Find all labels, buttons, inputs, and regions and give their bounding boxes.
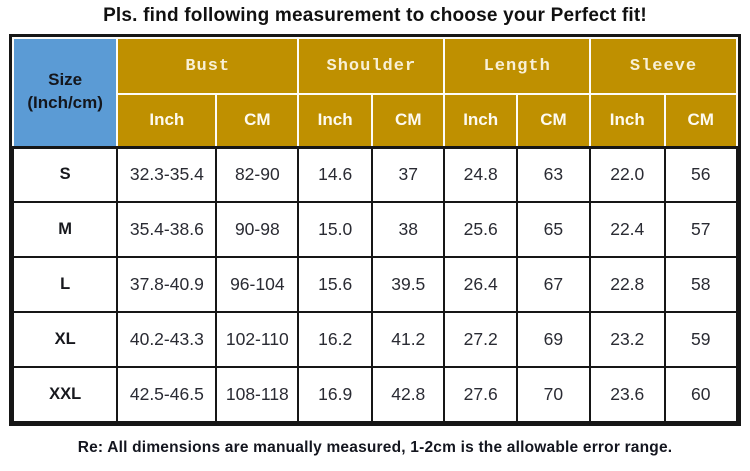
cell-shoulder-inch: 16.2 bbox=[297, 311, 374, 368]
subheader-sleeve-inch: Inch bbox=[588, 93, 666, 149]
cell-shoulder-cm: 41.2 bbox=[371, 311, 446, 368]
column-group-length-label: Length bbox=[483, 56, 551, 76]
cell-sleeve-cm: 59 bbox=[663, 311, 739, 368]
cell-sleeve-inch: 22.0 bbox=[588, 146, 666, 203]
subheader-shoulder-cm: CM bbox=[371, 93, 446, 149]
cell-sleeve-inch: 23.2 bbox=[588, 311, 666, 368]
table-row-m: M 35.4-38.6 90-98 15.0 38 25.6 65 22.4 5… bbox=[11, 201, 739, 258]
table-row-s: S 32.3-35.4 82-90 14.6 37 24.8 63 22.0 5… bbox=[11, 146, 739, 203]
cell-sleeve-inch: 23.6 bbox=[588, 366, 666, 423]
footer-note: Re: All dimensions are manually measured… bbox=[77, 439, 673, 456]
cell-sleeve-cm: 56 bbox=[663, 146, 739, 203]
cell-shoulder-cm: 42.8 bbox=[371, 366, 446, 423]
size-header-line2: (Inch/cm) bbox=[27, 93, 103, 113]
cell-bust-inch: 32.3-35.4 bbox=[116, 146, 218, 203]
column-group-shoulder-label: Shoulder bbox=[326, 56, 417, 76]
cell-length-cm: 69 bbox=[515, 311, 591, 368]
cell-bust-inch: 40.2-43.3 bbox=[116, 311, 218, 368]
cell-shoulder-cm: 38 bbox=[371, 201, 446, 258]
column-group-shoulder: Shoulder bbox=[297, 37, 446, 95]
cell-length-inch: 27.2 bbox=[443, 311, 518, 368]
cell-bust-inch: 35.4-38.6 bbox=[116, 201, 218, 258]
subheader-bust-inch: Inch bbox=[116, 93, 218, 149]
size-label: L bbox=[11, 256, 119, 313]
cell-shoulder-cm: 39.5 bbox=[371, 256, 446, 313]
cell-length-cm: 63 bbox=[515, 146, 591, 203]
cell-sleeve-cm: 58 bbox=[663, 256, 739, 313]
cell-shoulder-inch: 16.9 bbox=[297, 366, 374, 423]
cell-shoulder-inch: 15.6 bbox=[297, 256, 374, 313]
cell-bust-cm: 102-110 bbox=[215, 311, 300, 368]
cell-length-inch: 26.4 bbox=[443, 256, 518, 313]
cell-sleeve-cm: 57 bbox=[663, 201, 739, 258]
column-group-bust: Bust bbox=[116, 37, 300, 95]
size-label: M bbox=[11, 201, 119, 258]
subheader-length-inch: Inch bbox=[443, 93, 518, 149]
cell-length-cm: 67 bbox=[515, 256, 591, 313]
subheader-bust-cm: CM bbox=[215, 93, 300, 149]
cell-bust-cm: 90-98 bbox=[215, 201, 300, 258]
cell-length-inch: 27.6 bbox=[443, 366, 518, 423]
column-group-sleeve: Sleeve bbox=[588, 37, 739, 95]
cell-sleeve-inch: 22.8 bbox=[588, 256, 666, 313]
column-group-bust-label: Bust bbox=[185, 56, 231, 76]
cell-bust-inch: 37.8-40.9 bbox=[116, 256, 218, 313]
subheader-length-cm: CM bbox=[515, 93, 591, 149]
size-header-cell: Size (Inch/cm) bbox=[11, 37, 119, 149]
cell-shoulder-inch: 14.6 bbox=[297, 146, 374, 203]
cell-bust-inch: 42.5-46.5 bbox=[116, 366, 218, 423]
column-group-length: Length bbox=[443, 37, 591, 95]
cell-bust-cm: 96-104 bbox=[215, 256, 300, 313]
table-row-l: L 37.8-40.9 96-104 15.6 39.5 26.4 67 22.… bbox=[11, 256, 739, 313]
size-table: Size (Inch/cm) Bust Shoulder Length Slee… bbox=[11, 37, 739, 423]
subheader-sleeve-cm: CM bbox=[663, 93, 739, 149]
table-row-xxl: XXL 42.5-46.5 108-118 16.9 42.8 27.6 70 … bbox=[11, 366, 739, 423]
cell-length-inch: 25.6 bbox=[443, 201, 518, 258]
cell-bust-cm: 82-90 bbox=[215, 146, 300, 203]
size-label: XXL bbox=[11, 366, 119, 423]
page-title: Pls. find following measurement to choos… bbox=[103, 5, 647, 26]
cell-length-cm: 65 bbox=[515, 201, 591, 258]
size-label: S bbox=[11, 146, 119, 203]
cell-shoulder-cm: 37 bbox=[371, 146, 446, 203]
cell-bust-cm: 108-118 bbox=[215, 366, 300, 423]
table-row-xl: XL 40.2-43.3 102-110 16.2 41.2 27.2 69 2… bbox=[11, 311, 739, 368]
cell-sleeve-cm: 60 bbox=[663, 366, 739, 423]
size-label: XL bbox=[11, 311, 119, 368]
size-header-line1: Size bbox=[48, 70, 83, 90]
subheader-shoulder-inch: Inch bbox=[297, 93, 374, 149]
cell-shoulder-inch: 15.0 bbox=[297, 201, 374, 258]
cell-sleeve-inch: 22.4 bbox=[588, 201, 666, 258]
cell-length-cm: 70 bbox=[515, 366, 591, 423]
column-group-sleeve-label: Sleeve bbox=[629, 56, 698, 76]
cell-length-inch: 24.8 bbox=[443, 146, 518, 203]
size-table-wrapper: Size (Inch/cm) Bust Shoulder Length Slee… bbox=[9, 34, 741, 426]
